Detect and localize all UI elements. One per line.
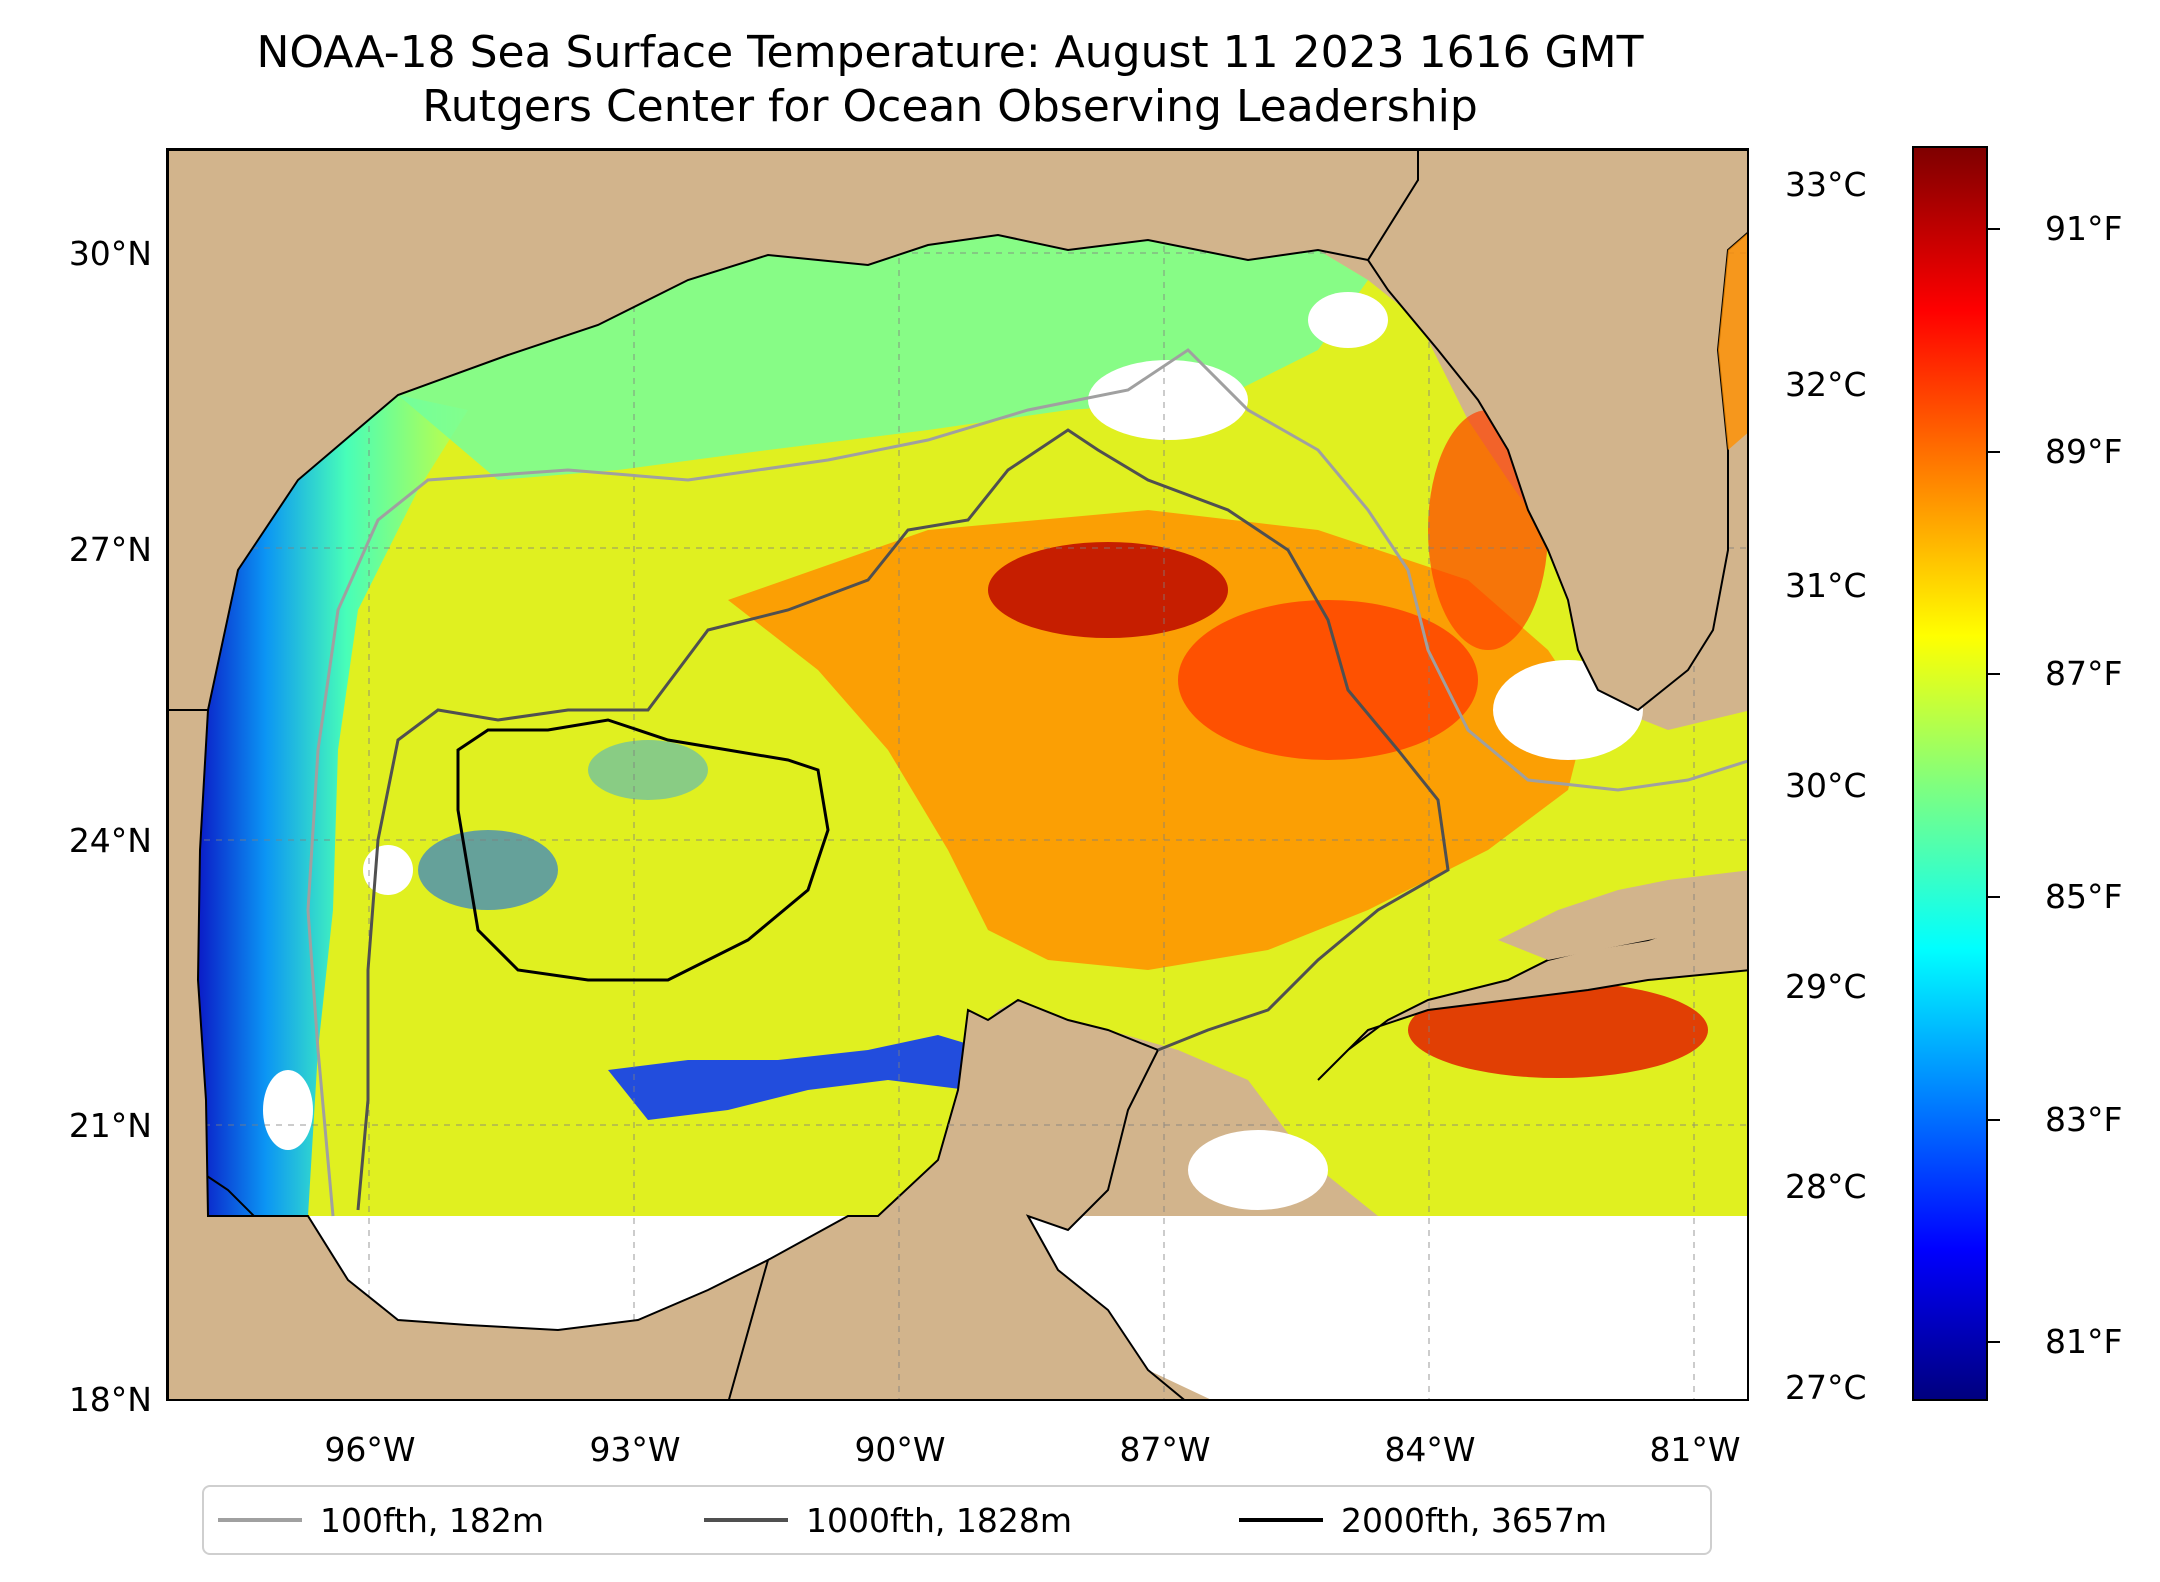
sst-map: [166, 148, 1749, 1401]
legend-label-1000fth: 1000fth, 1828m: [806, 1500, 1072, 1540]
lon-label-87w: 87°W: [1119, 1430, 1211, 1469]
legend-label-2000fth: 2000fth, 3657m: [1341, 1500, 1607, 1540]
legend-swatch-2000fth: [1239, 1518, 1323, 1522]
legend-swatch-100fth: [218, 1518, 302, 1522]
lon-label-96w: 96°W: [324, 1430, 416, 1469]
celsius-label-28: 28°C: [1785, 1167, 1867, 1206]
lon-label-93w: 93°W: [589, 1430, 681, 1469]
celsius-label-30: 30°C: [1785, 766, 1867, 805]
lat-label-24n: 24°N: [68, 821, 152, 860]
colorbar-tick-83f: [1988, 1119, 2000, 1121]
us-coast-land: [168, 150, 1419, 711]
no-data-strip: [308, 1216, 848, 1330]
map-canvas: [168, 150, 1747, 1399]
legend-entry-2000fth: 2000fth, 3657m: [1239, 1487, 1607, 1553]
celsius-label-31: 31°C: [1785, 566, 1867, 605]
fahrenheit-label-85: 85°F: [2045, 877, 2123, 916]
celsius-label-33: 33°C: [1785, 165, 1867, 204]
cool-patch-central-west: [588, 740, 708, 800]
cloud-gap-northeast: [1308, 292, 1388, 348]
celsius-label-29: 29°C: [1785, 967, 1867, 1006]
bathymetry-contours: [306, 348, 1747, 1217]
caribbean-warm-patch: [1408, 982, 1708, 1078]
fahrenheit-label-83: 83°F: [2045, 1100, 2123, 1139]
colorbar-tick-81f: [1988, 1341, 2000, 1343]
cuba-land-upper: [1498, 870, 1747, 960]
fahrenheit-label-81: 81°F: [2045, 1322, 2123, 1361]
legend: 100fth, 182m 1000fth, 1828m 2000fth, 365…: [202, 1485, 1712, 1555]
figure-subtitle: Rutgers Center for Ocean Observing Leade…: [422, 81, 1478, 132]
western-cool-band: [198, 395, 468, 1216]
contour-1000fth: [356, 428, 1450, 1211]
colorbar-tick-85f: [1988, 896, 2000, 898]
lon-label-81w: 81°W: [1649, 1430, 1741, 1469]
colorbar-tick-91f: [1988, 228, 2000, 230]
cloud-gap-west: [363, 845, 413, 895]
cool-patch-west: [418, 830, 558, 910]
warm-patch-east: [1178, 600, 1478, 760]
lon-label-84w: 84°W: [1384, 1430, 1476, 1469]
legend-entry-100fth: 100fth, 182m: [218, 1487, 544, 1553]
no-data-caribbean: [1028, 1216, 1747, 1399]
northern-cool-waters: [398, 235, 1368, 480]
celsius-label-27: 27°C: [1785, 1368, 1867, 1407]
sst-field: [198, 235, 1747, 1216]
colorbar-tick-87f: [1988, 673, 2000, 675]
mexico-west-land: [168, 709, 770, 1399]
legend-swatch-1000fth: [704, 1518, 788, 1522]
cloud-gap-north: [1088, 360, 1248, 440]
fahrenheit-label-89: 89°F: [2045, 432, 2123, 471]
lat-label-27n: 27°N: [68, 530, 152, 569]
fahrenheit-label-91: 91°F: [2045, 209, 2123, 248]
lat-label-30n: 30°N: [68, 234, 152, 273]
lat-label-21n: 21°N: [68, 1106, 152, 1145]
celsius-label-32: 32°C: [1785, 365, 1867, 404]
contour-2000fth: [456, 718, 830, 982]
campeche-cool-band: [608, 1035, 988, 1120]
lon-label-90w: 90°W: [854, 1430, 946, 1469]
contour-100fth: [306, 348, 1747, 1217]
legend-entry-1000fth: 1000fth, 1828m: [704, 1487, 1072, 1553]
lat-label-18n: 18°N: [68, 1380, 152, 1419]
cloud-gap-yucatan: [1188, 1130, 1328, 1210]
fahrenheit-label-87: 87°F: [2045, 654, 2123, 693]
colorbar: [1912, 146, 1988, 1401]
cloud-gap-southwest: [263, 1070, 313, 1150]
colorbar-tick-89f: [1988, 451, 2000, 453]
figure-title: NOAA-18 Sea Surface Temperature: August …: [256, 27, 1644, 78]
legend-label-100fth: 100fth, 182m: [320, 1500, 544, 1540]
atlantic-strip: [1718, 233, 1747, 450]
hot-core: [988, 542, 1228, 638]
